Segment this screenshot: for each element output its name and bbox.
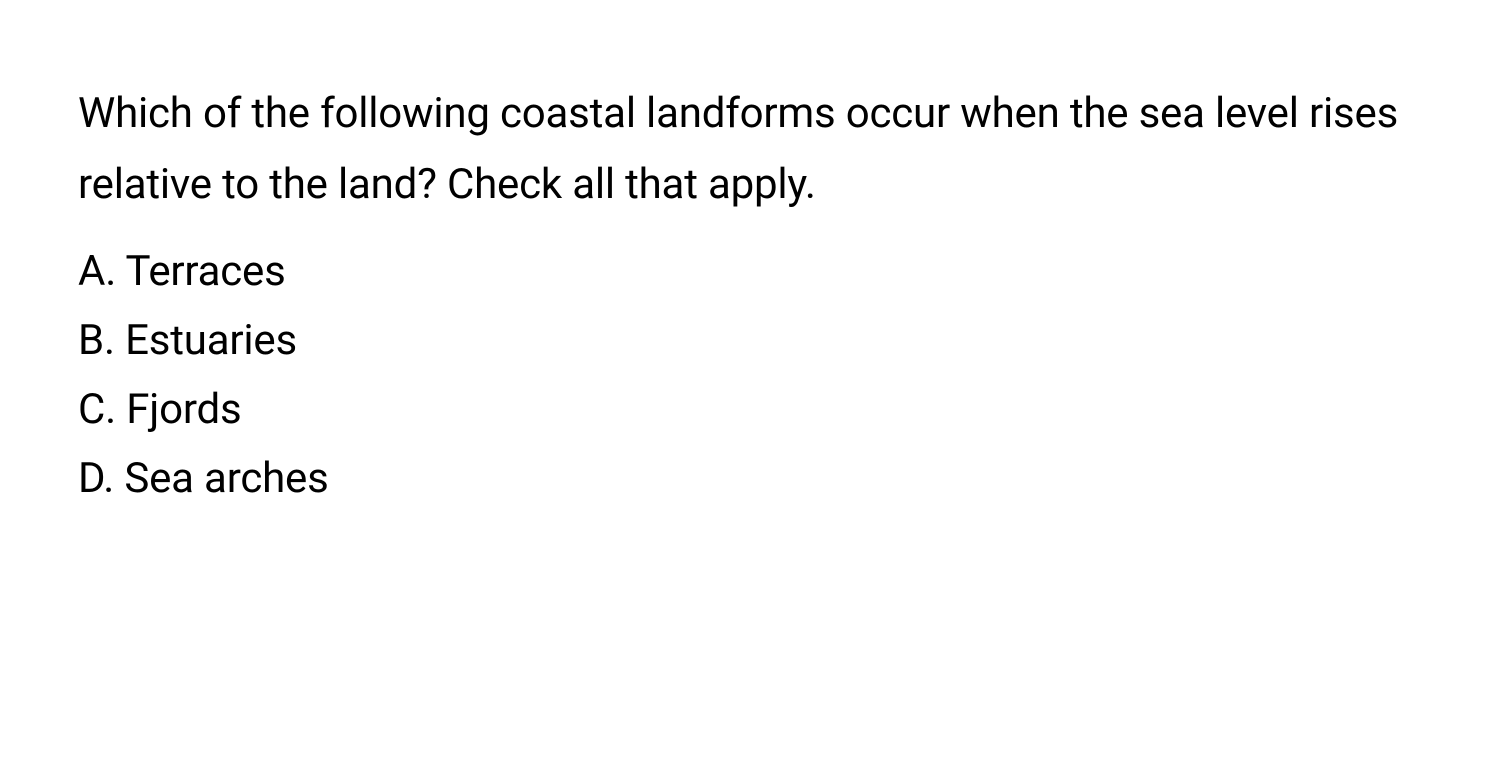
- options-list: A. Terraces B. Estuaries C. Fjords D. Se…: [78, 239, 1422, 511]
- option-text: Estuaries: [125, 316, 297, 365]
- option-text: Fjords: [126, 385, 241, 434]
- question-container: Which of the following coastal landforms…: [0, 0, 1500, 511]
- question-text: Which of the following coastal landforms…: [78, 78, 1422, 221]
- option-d[interactable]: D. Sea arches: [78, 446, 1422, 511]
- option-text: Sea arches: [124, 454, 328, 503]
- option-label: D.: [78, 454, 114, 503]
- option-b[interactable]: B. Estuaries: [78, 308, 1422, 373]
- option-a[interactable]: A. Terraces: [78, 239, 1422, 304]
- option-c[interactable]: C. Fjords: [78, 377, 1422, 442]
- option-label: B.: [78, 316, 115, 365]
- option-text: Terraces: [125, 247, 285, 296]
- option-label: C.: [78, 385, 116, 434]
- option-label: A.: [78, 247, 116, 296]
